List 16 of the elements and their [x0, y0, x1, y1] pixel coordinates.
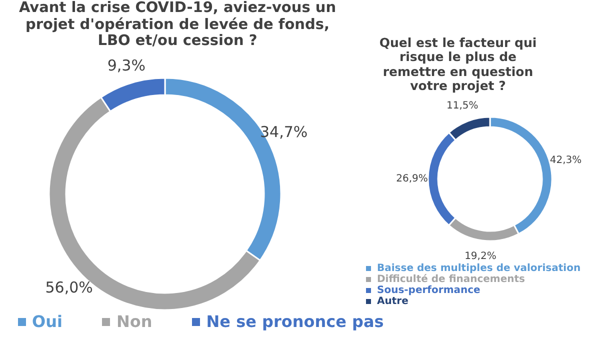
legend-label: Baisse des multiples de valorisation — [377, 263, 581, 274]
data-label: 11,5% — [446, 100, 478, 112]
data-label: 19,2% — [464, 250, 496, 262]
legend-label: Non — [116, 312, 152, 331]
legend-label: Autre — [377, 296, 408, 307]
legend-label: Oui — [32, 312, 62, 331]
data-label: 34,7% — [260, 123, 308, 142]
data-label: 9,3% — [107, 56, 146, 75]
legend-label: Ne se prononce pas — [206, 312, 384, 331]
data-label: 42,3% — [550, 154, 582, 166]
legend-label: Sous-performance — [377, 285, 480, 296]
data-label: 56,0% — [45, 278, 93, 297]
data-label: 26,9% — [396, 173, 428, 184]
chart-title: Quel est le facteur qui risque le plus de remettre en question votre projet ? — [378, 35, 538, 94]
legend-label: Difficulté de financements — [377, 274, 525, 285]
chart-title: Avant la crise COVID-19, aviez-vous un projet d'opération de levée de fonds, LBO et/ou cession ? — [18, 0, 338, 50]
